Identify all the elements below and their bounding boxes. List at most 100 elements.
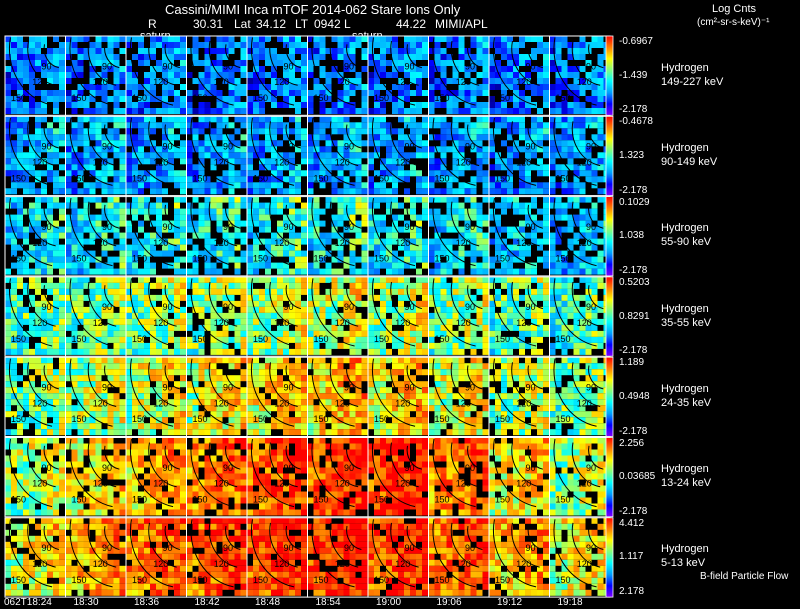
contour-label: 90 [465,61,475,71]
contour-label: 150 [193,495,208,505]
contour-label: 120 [274,238,289,248]
colorbar-mid-label: 1.117 [619,551,644,563]
heatmap-cell: 90 120 150 [125,437,187,518]
contour-label: 90 [405,543,415,553]
contour-label: 120 [153,398,168,408]
contour-label: 150 [495,414,510,424]
contour-label: 150 [495,173,510,183]
contour-label: 120 [214,318,229,328]
contour-label: 120 [516,157,531,167]
heatmap-cell: 90 120 150 [246,437,308,518]
contour-label: 120 [456,238,471,248]
contour-label: 90 [586,463,596,473]
panel-row: 90 120 150 90 120 150 90 120 150 90 120 150 90 120 150… [4,35,614,116]
heatmap-cell: 90 120 150 [65,115,127,197]
contour-label: 90 [526,463,536,473]
contour-label: 90 [586,222,596,232]
contour-label: 120 [32,559,47,569]
heatmap-cell: 90 120 150 [549,437,611,518]
heatmap-cell: 90 120 150 [549,196,611,277]
contour-label: 150 [11,93,26,103]
contour-label: 90 [405,463,415,473]
heatmap-cell: 90 120 150 [488,276,550,357]
contour-label: 120 [214,559,229,569]
contour-label: 150 [253,93,268,103]
contour-label: 90 [344,61,354,71]
species-label: Hydrogen [661,463,709,476]
heatmap-cell: 90 120 150 [125,276,187,357]
contour-label: 150 [435,495,450,505]
heatmap-cell: 90 120 150 [367,356,429,438]
contour-label: 150 [11,414,26,424]
contour-label: 150 [374,173,389,183]
contour-label: 120 [153,77,168,87]
contour-label: 150 [556,254,571,264]
contour-label: 150 [374,334,389,344]
contour-label: 150 [556,414,571,424]
contour-label: 120 [93,559,108,569]
species-label: Hydrogen [661,222,709,235]
heatmap-cell: 90 120 150 [549,276,611,357]
heatmap-cell: 90 120 150 [367,115,429,197]
heatmap-cell: 90 120 150 [4,196,66,277]
heatmap-cell: 90 120 150 [125,35,187,116]
contour-label: 120 [153,559,168,569]
contour-label: 90 [284,463,294,473]
contour-label: 90 [344,222,354,232]
contour-label: 150 [72,334,87,344]
contour-label: 120 [335,318,350,328]
contour-label: 150 [556,334,571,344]
contour-label: 120 [32,398,47,408]
heatmap-cell: 90 120 150 [367,517,429,598]
contour-label: 120 [516,398,531,408]
contour-label: 90 [163,61,173,71]
contour-label: 150 [72,414,87,424]
heatmap-cell: 90 120 150 [65,356,127,438]
heatmap-cell: 90 120 150 [428,115,490,197]
contour-label: 120 [93,238,108,248]
contour-label: 120 [395,77,410,87]
heatmap-cell: 90 120 150 [186,356,248,438]
contour-label: 90 [284,61,294,71]
heatmap-cell: 90 120 150 [125,115,187,197]
heatmap-cell: 90 120 150 [549,115,611,197]
contour-label: 150 [556,495,571,505]
contour-label: 150 [314,254,329,264]
contour-label: 150 [253,414,268,424]
contour-label: 150 [72,254,87,264]
contour-label: 150 [435,334,450,344]
lt-label: LT [295,17,309,31]
credit-label: MIMI/APL [435,17,488,31]
panel-row: 90 120 150 90 120 150 90 120 150 90 120 150 90 120 150… [4,276,614,357]
colorbar [606,116,613,196]
contour-label: 150 [193,173,208,183]
colorbar-mid-label: 0.8291 [619,310,650,322]
contour-label: 90 [163,302,173,312]
contour-label: 150 [132,254,147,264]
contour-label: 120 [577,559,592,569]
species-label: Hydrogen [661,61,709,74]
colorbar-min-label: -2.178 [619,345,648,357]
contour-label: 90 [526,543,536,553]
contour-label: 90 [223,222,233,232]
colorbar-max-label: 0.1029 [619,196,650,208]
contour-label: 120 [274,559,289,569]
contour-label: 90 [223,463,233,473]
contour-label: 120 [395,479,410,489]
contour-label: 90 [344,142,354,152]
contour-label: 90 [102,383,112,393]
heatmap-cell: 90 120 150 [186,437,248,518]
contour-label: 150 [253,334,268,344]
contour-label: 90 [586,302,596,312]
contour-label: 90 [405,61,415,71]
contour-label: 150 [314,414,329,424]
contour-label: 120 [32,318,47,328]
heatmap-cell: 90 120 150 [307,356,369,438]
colorbar-max-label: 2.256 [619,437,645,449]
contour-label: 120 [456,318,471,328]
contour-label: 120 [516,559,531,569]
heatmap-cell: 90 120 150 [488,517,550,598]
contour-label: 150 [132,93,147,103]
contour-label: 150 [495,575,510,585]
